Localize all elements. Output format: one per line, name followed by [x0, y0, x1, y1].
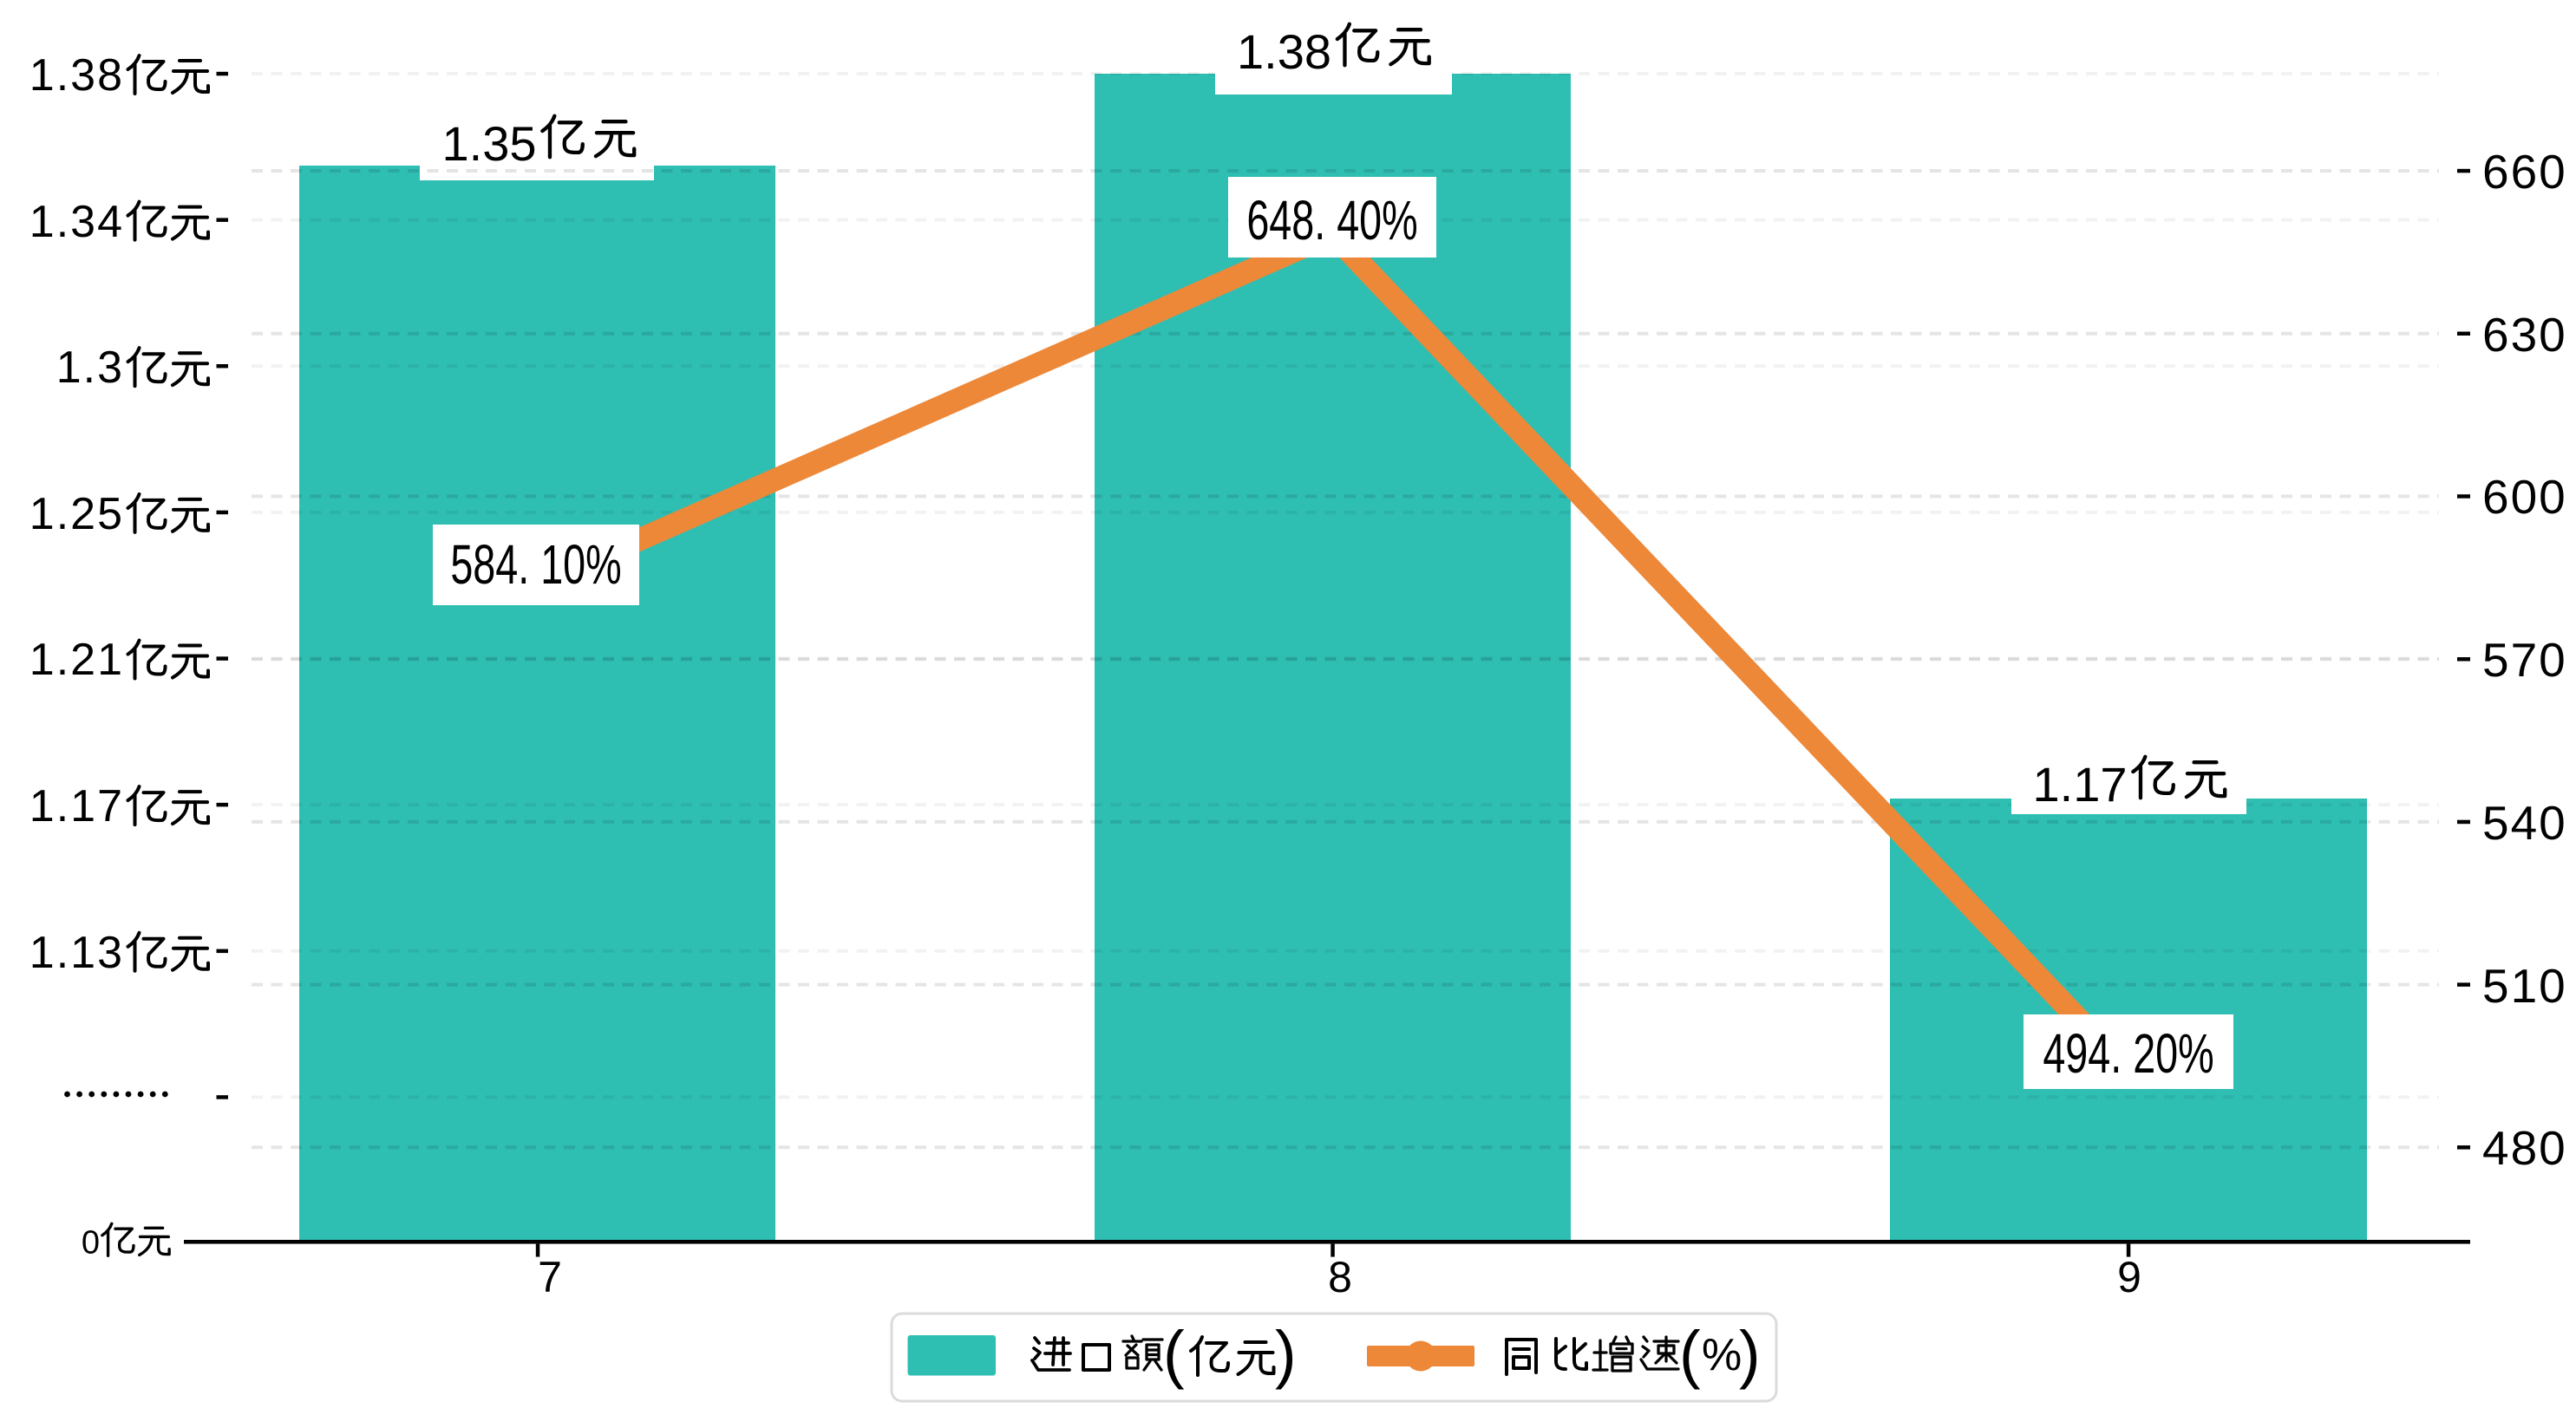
svg-text:480: 480: [2482, 1121, 2567, 1175]
svg-text:1.38: 1.38: [29, 50, 124, 101]
svg-text:510: 510: [2482, 959, 2567, 1013]
svg-text:600: 600: [2482, 470, 2567, 524]
svg-text:7: 7: [538, 1253, 562, 1301]
svg-text:(: (: [1163, 1318, 1185, 1390]
svg-text:1.21: 1.21: [29, 635, 124, 685]
svg-text:8: 8: [1328, 1253, 1352, 1301]
svg-text:494. 20%: 494. 20%: [2043, 1022, 2213, 1085]
svg-text:648. 40%: 648. 40%: [1246, 189, 1417, 251]
svg-text:540: 540: [2482, 796, 2567, 850]
svg-text:%: %: [1702, 1330, 1742, 1380]
svg-text:(: (: [1679, 1318, 1701, 1390]
svg-text:1.17: 1.17: [29, 781, 124, 831]
svg-text:): ): [1275, 1318, 1297, 1390]
svg-text:1.25: 1.25: [29, 489, 124, 539]
svg-text:): ): [1739, 1318, 1761, 1390]
svg-text:1.38: 1.38: [1237, 24, 1331, 79]
svg-text:1.13: 1.13: [29, 928, 124, 978]
svg-text:1.35: 1.35: [442, 116, 537, 171]
svg-text:660: 660: [2482, 145, 2567, 199]
svg-text:570: 570: [2482, 633, 2567, 687]
svg-text:584. 10%: 584. 10%: [450, 533, 621, 596]
svg-text:1.3: 1.3: [56, 342, 124, 393]
svg-text:1.17: 1.17: [2033, 757, 2128, 812]
svg-text:0: 0: [82, 1225, 100, 1262]
svg-text:1.34: 1.34: [29, 197, 124, 247]
svg-text:9: 9: [2117, 1253, 2141, 1301]
svg-text:630: 630: [2482, 308, 2567, 362]
